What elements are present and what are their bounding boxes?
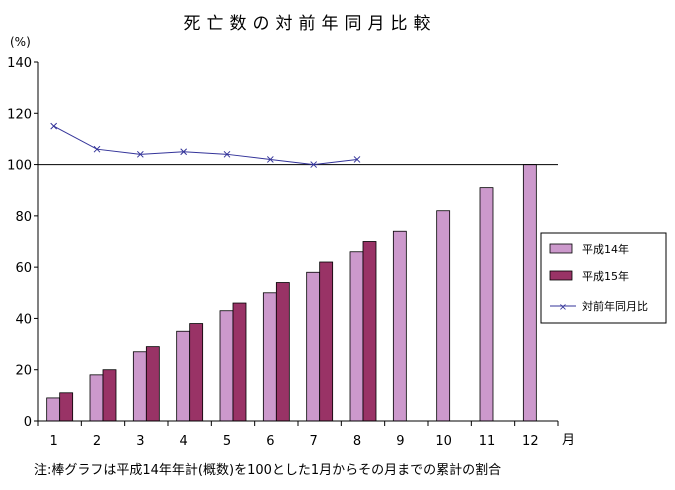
x-tick-label-10: 10: [435, 434, 452, 449]
x-tick-label-3: 3: [136, 434, 144, 449]
bar-h14-11: [479, 187, 494, 422]
line-ratio: [53, 125, 358, 166]
y-tick-label-40: 40: [15, 312, 32, 327]
x-tick-label-2: 2: [93, 434, 101, 449]
legend-swatch-h15: [549, 270, 573, 281]
y-tick-label-0: 0: [24, 415, 32, 430]
bar-h14-10: [436, 210, 451, 422]
line-ratio-point-1: [50, 122, 58, 130]
bar-h15-1: [59, 392, 74, 422]
y-tick-label-60: 60: [15, 261, 32, 276]
legend-label-h14: 平成14年: [582, 242, 629, 256]
line-ratio-point-7: [310, 161, 318, 168]
footnote: 注:棒グラフは平成14年年計(概数)を100とした1月からその月までの累計の割合: [34, 462, 501, 478]
bar-h14-7: [306, 271, 321, 422]
y-tick-label-80: 80: [15, 210, 32, 225]
bar-h15-7: [319, 261, 334, 422]
x-tick-label-7: 7: [310, 434, 318, 449]
line-ratio-point-6: [266, 156, 274, 163]
bar-h14-5: [219, 310, 234, 422]
line-ratio-point-3: [136, 150, 144, 158]
x-tick-label-9: 9: [396, 434, 404, 449]
x-tick-label-8: 8: [353, 434, 361, 449]
bar-h14-3: [132, 351, 147, 422]
y-axis-unit-label: (%): [10, 35, 31, 49]
bar-h14-1: [46, 397, 61, 422]
bar-h14-12: [522, 164, 537, 422]
x-tick-label-1: 1: [50, 434, 58, 449]
line-ratio-point-8: [353, 156, 361, 163]
bar-h14-2: [89, 374, 104, 422]
legend-swatch-h14: [549, 243, 573, 254]
legend-label-h15: 平成15年: [582, 269, 629, 283]
bar-h15-6: [275, 282, 290, 422]
y-tick-label-120: 120: [7, 107, 32, 122]
line-ratio-point-2: [93, 145, 101, 153]
line-ratio-point-4: [180, 148, 188, 156]
x-tick-label-4: 4: [180, 434, 188, 449]
line-ratio-point-5: [223, 150, 231, 158]
bar-h15-8: [362, 241, 377, 422]
bar-h14-8: [349, 251, 364, 422]
bar-h15-5: [232, 302, 247, 422]
legend-marker-ratio: ×: [559, 302, 567, 313]
x-tick-label-5: 5: [223, 434, 231, 449]
bar-h14-9: [392, 230, 407, 422]
bar-h14-4: [176, 330, 191, 422]
y-tick-label-140: 140: [7, 56, 32, 71]
chart-title: 死亡数の対前年同月比較: [184, 14, 437, 34]
bar-h15-3: [145, 346, 160, 422]
y-tick-label-100: 100: [7, 159, 32, 174]
bar-h15-2: [102, 369, 117, 422]
bar-h14-6: [262, 292, 277, 422]
legend: 平成14年 平成15年 × 対前年同月比: [540, 232, 667, 324]
x-tick-label-11: 11: [479, 434, 496, 449]
y-tick-label-20: 20: [15, 364, 32, 379]
x-tick-label-12: 12: [522, 434, 539, 449]
legend-label-ratio: 対前年同月比: [582, 299, 648, 313]
bar-h15-4: [189, 323, 204, 422]
x-tick-label-6: 6: [266, 434, 274, 449]
x-axis-unit-label: 月: [562, 433, 575, 448]
